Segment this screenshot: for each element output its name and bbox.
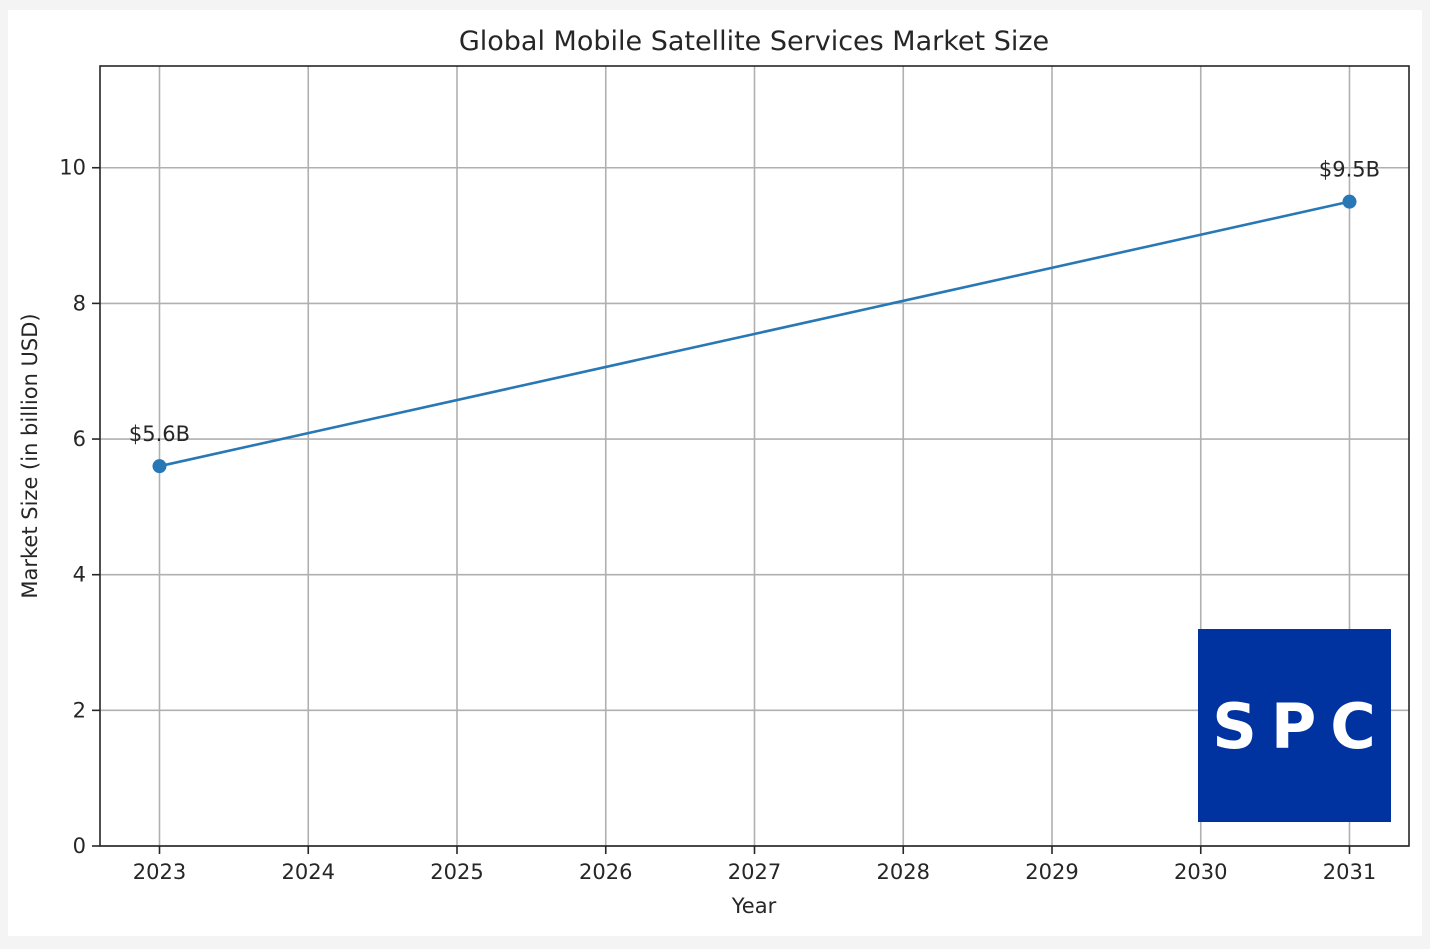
y-tick-label: 10 xyxy=(59,156,86,180)
x-tick-label: 2031 xyxy=(1323,860,1376,884)
y-tick-label: 2 xyxy=(73,698,86,722)
y-tick-label: 8 xyxy=(73,291,86,315)
x-tick-label: 2030 xyxy=(1174,860,1227,884)
x-tick-label: 2027 xyxy=(728,860,781,884)
x-tick-label: 2029 xyxy=(1025,860,1078,884)
x-axis-label: Year xyxy=(731,894,777,918)
axis-ticks: 2023 2024 2025 2026 2027 2028 2029 2030 2031 0 2 4 6… xyxy=(59,156,1376,884)
chart-title: Global Mobile Satellite Services Market … xyxy=(459,26,1049,57)
data-point xyxy=(1342,194,1357,209)
x-tick-label: 2024 xyxy=(282,860,335,884)
x-tick-label: 2028 xyxy=(877,860,930,884)
data-label: $9.5B xyxy=(1319,158,1380,182)
data-label: $5.6B xyxy=(129,422,190,446)
y-tick-label: 4 xyxy=(73,563,86,587)
series-line xyxy=(159,200,1350,468)
logo-background xyxy=(1198,629,1391,822)
spc-logo: SPC xyxy=(1198,629,1391,822)
data-point xyxy=(152,459,167,474)
y-tick-label: 0 xyxy=(73,834,86,858)
x-tick-label: 2026 xyxy=(579,860,632,884)
series-market-size: $5.6B $9.5B xyxy=(129,158,1380,474)
y-axis-label: Market Size (in billion USD) xyxy=(18,313,42,598)
figure-background xyxy=(8,10,1422,936)
x-tick-label: 2023 xyxy=(133,860,186,884)
y-tick-label: 6 xyxy=(73,427,86,451)
logo-text: SPC xyxy=(1212,690,1390,763)
x-tick-label: 2025 xyxy=(430,860,483,884)
